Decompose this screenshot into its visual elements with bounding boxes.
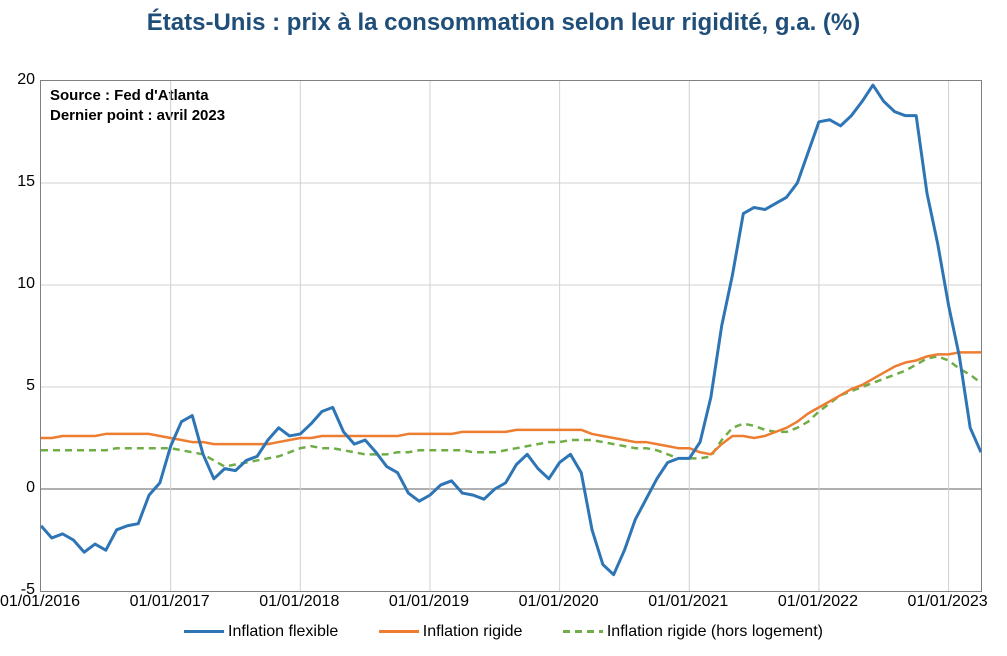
legend-label-flexible: Inflation flexible [228, 623, 338, 641]
plot-area [40, 80, 982, 592]
x-tick-label: 01/01/2021 [648, 593, 728, 611]
x-tick-label: 01/01/2020 [519, 593, 599, 611]
legend-label-sticky-ex-housing: Inflation rigide (hors logement) [607, 623, 823, 641]
legend-item-flexible: Inflation flexible [184, 623, 338, 641]
y-tick-label: 20 [5, 71, 35, 89]
legend-item-sticky: Inflation rigide [379, 623, 523, 641]
legend-label-sticky: Inflation rigide [423, 623, 523, 641]
x-tick-label: 01/01/2017 [130, 593, 210, 611]
legend-swatch-sticky [379, 630, 419, 633]
x-tick-label: 01/01/2016 [0, 593, 80, 611]
y-tick-label: 5 [5, 377, 35, 395]
legend-swatch-sticky-ex-housing [563, 630, 603, 633]
x-tick-label: 01/01/2023 [908, 593, 988, 611]
legend: Inflation flexible Inflation rigide Infl… [0, 620, 1007, 641]
x-tick-label: 01/01/2022 [778, 593, 858, 611]
legend-item-sticky-ex-housing: Inflation rigide (hors logement) [563, 623, 823, 641]
chart-title: États-Unis : prix à la consommation selo… [0, 8, 1007, 38]
y-tick-label: 10 [5, 275, 35, 293]
x-tick-label: 01/01/2019 [389, 593, 469, 611]
chart-svg [41, 81, 981, 591]
y-tick-label: 0 [5, 479, 35, 497]
chart-container: États-Unis : prix à la consommation selo… [0, 0, 1007, 656]
x-tick-label: 01/01/2018 [259, 593, 339, 611]
y-tick-label: 15 [5, 173, 35, 191]
legend-swatch-flexible [184, 630, 224, 633]
